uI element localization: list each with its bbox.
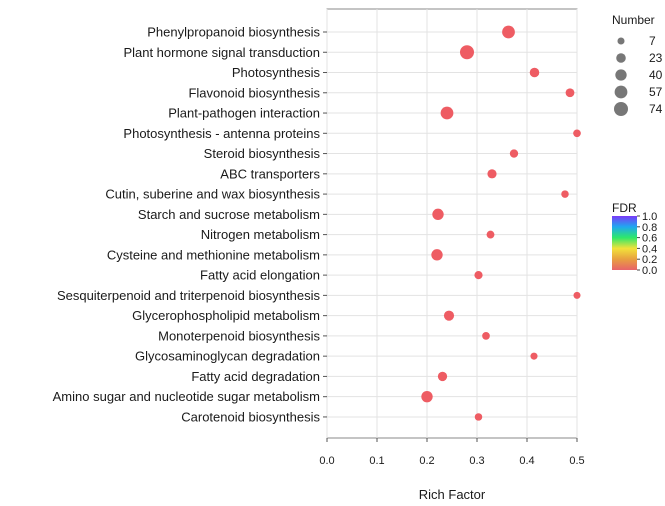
x-tick-label: 0.3 — [469, 455, 484, 467]
number-legend-key — [616, 53, 626, 63]
pathway-label: Carotenoid biosynthesis — [181, 409, 320, 424]
fdr-tick-label: 0.2 — [642, 254, 657, 266]
number-legend-label: 7 — [649, 34, 656, 48]
fdr-colorbar — [612, 216, 637, 270]
data-point — [502, 25, 515, 39]
data-point — [486, 230, 495, 239]
fdr-tick-label: 0.0 — [642, 265, 657, 277]
data-point — [565, 88, 575, 98]
pathway-label: Fatty acid elongation — [200, 268, 320, 283]
pathway-label: Amino sugar and nucleotide sugar metabol… — [53, 389, 320, 404]
number-legend-label: 23 — [649, 51, 663, 65]
data-point — [474, 413, 483, 421]
number-legend-key — [615, 69, 627, 81]
pathway-labels: Phenylpropanoid biosynthesis Plant hormon… — [53, 25, 327, 424]
data-point — [432, 208, 444, 221]
pathway-label: Cutin, suberine and wax biosynthesis — [105, 187, 320, 202]
data-point — [573, 291, 581, 299]
pathway-label: Flavonoid biosynthesis — [188, 85, 320, 100]
data-point — [573, 129, 581, 138]
number-legend-key — [617, 37, 625, 45]
number-legend-label: 57 — [649, 85, 663, 99]
x-tick-label: 0.2 — [419, 455, 434, 467]
fdr-tick-label: 0.8 — [642, 222, 657, 234]
data-point — [530, 352, 538, 360]
data-point — [487, 169, 497, 179]
pathway-label: Starch and sucrose metabolism — [138, 207, 320, 222]
number-legend-label: 74 — [649, 102, 663, 116]
data-point — [509, 149, 519, 158]
x-axis-title: Rich Factor — [419, 487, 486, 502]
plot-panel — [326, 8, 578, 439]
pathway-label: Photosynthesis — [232, 65, 321, 80]
data-point — [482, 332, 490, 340]
data-points — [421, 25, 581, 421]
number-legend-key — [614, 102, 628, 116]
pathway-label: Glycosaminoglycan degradation — [135, 349, 320, 364]
fdr-tick-label: 0.6 — [642, 233, 657, 245]
pathway-label: Plant hormone signal transduction — [123, 45, 320, 60]
x-tick-label: 0.1 — [369, 455, 384, 467]
pathway-label: Monoterpenoid biosynthesis — [158, 328, 320, 343]
number-legend-label: 40 — [649, 68, 663, 82]
data-point — [460, 45, 474, 60]
number-legend: Number 7 23 40 57 74 — [612, 13, 663, 116]
number-legend-key — [614, 85, 628, 99]
pathway-label: ABC transporters — [220, 166, 320, 181]
pathway-label: Phenylpropanoid biosynthesis — [147, 25, 320, 40]
data-point — [437, 371, 448, 382]
pathway-label: Sesquiterpenoid and triterpenoid biosynt… — [57, 288, 321, 303]
data-point — [421, 391, 433, 403]
x-tick-label: 0.0 — [319, 455, 334, 467]
pathway-label: Plant-pathogen interaction — [168, 106, 320, 121]
pathway-label: Glycerophospholipid metabolism — [132, 308, 320, 323]
data-point — [529, 67, 540, 78]
x-tick-label: 0.4 — [519, 455, 534, 467]
x-tick-label: 0.5 — [569, 455, 584, 467]
data-point — [474, 271, 483, 280]
fdr-legend-title: FDR — [612, 201, 637, 215]
pathway-label: Fatty acid degradation — [191, 369, 320, 384]
pathway-label: Nitrogen metabolism — [201, 227, 320, 242]
data-point — [443, 310, 455, 321]
number-legend-title: Number — [612, 13, 655, 27]
data-point — [440, 106, 454, 120]
data-point — [561, 190, 569, 198]
pathway-label: Cysteine and methionine metabolism — [107, 247, 320, 262]
fdr-legend: FDR 1.00.80.60.40.20.0 — [612, 201, 657, 277]
data-point — [431, 249, 443, 261]
fdr-tick-label: 1.0 — [642, 211, 657, 223]
pathway-label: Photosynthesis - antenna proteins — [123, 126, 320, 141]
pathway-label: Steroid biosynthesis — [204, 146, 321, 161]
x-axis-ticks: 0.0 0.1 0.2 0.3 0.4 0.5 — [319, 438, 585, 467]
fdr-tick-label: 0.4 — [642, 243, 657, 255]
